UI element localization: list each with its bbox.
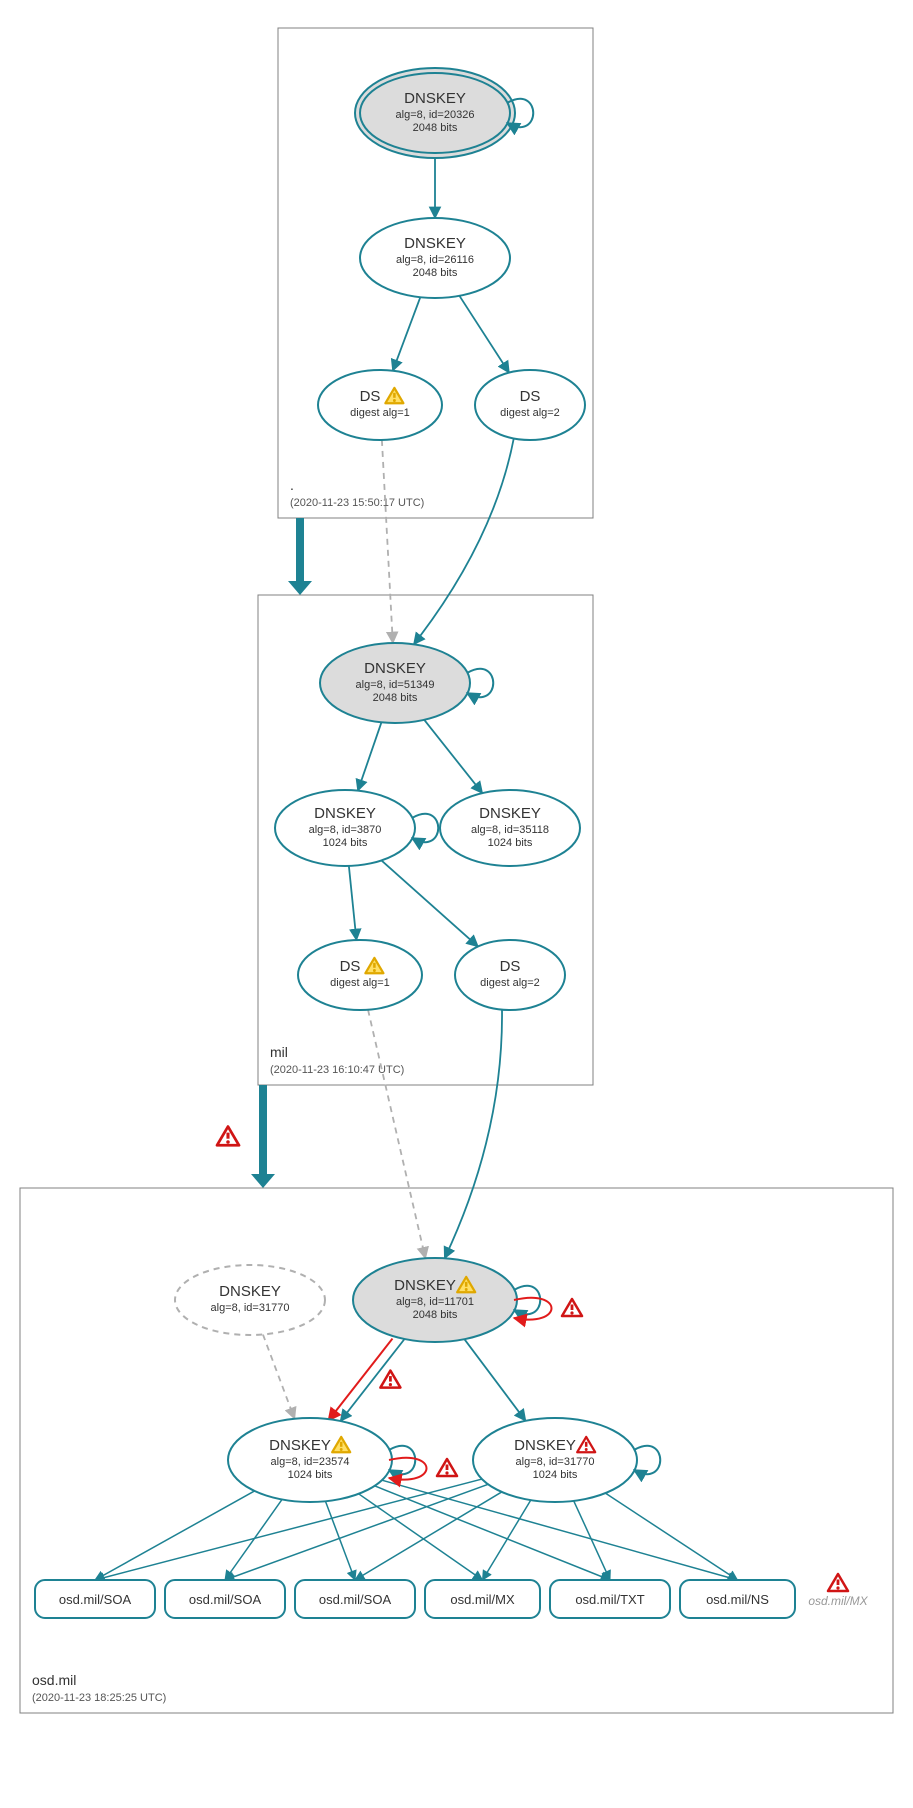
svg-text:alg=8, id=11701: alg=8, id=11701 — [396, 1296, 474, 1308]
svg-text:DNSKEY: DNSKEY — [394, 1277, 456, 1294]
node-mil_ksk: DNSKEY alg=8, id=513492048 bits — [320, 643, 493, 723]
svg-text:2048 bits: 2048 bits — [413, 122, 458, 134]
edge — [445, 1010, 502, 1259]
node-osd_zsk1: DNSKEY alg=8, id=235741024 bits — [228, 1418, 427, 1502]
svg-text:digest alg=1: digest alg=1 — [330, 977, 390, 989]
node-root_ds2: DS digest alg=2 — [475, 370, 585, 440]
svg-text:1024 bits: 1024 bits — [288, 1469, 333, 1481]
edge — [393, 297, 421, 371]
edge — [358, 722, 382, 790]
edge — [328, 1339, 392, 1421]
node-osd_zsk2: DNSKEY alg=8, id=317701024 bits — [473, 1418, 660, 1502]
ghost-record: osd.mil/MX — [808, 1594, 868, 1608]
node-mil_ds1: DS digest alg=1 — [298, 940, 422, 1010]
record-box: osd.mil/SOA — [165, 1580, 285, 1618]
svg-text:digest alg=2: digest alg=2 — [480, 977, 540, 989]
svg-text:osd.mil: osd.mil — [32, 1672, 76, 1688]
edge — [459, 296, 509, 373]
svg-text:DNSKEY: DNSKEY — [364, 660, 426, 677]
svg-text:DNSKEY: DNSKEY — [479, 805, 541, 822]
svg-text:(2020-11-23 16:10:47 UTC): (2020-11-23 16:10:47 UTC) — [270, 1064, 404, 1076]
svg-text:DS: DS — [520, 388, 541, 405]
edge — [368, 1010, 425, 1259]
svg-text:2048 bits: 2048 bits — [413, 267, 458, 279]
svg-text:osd.mil/NS: osd.mil/NS — [706, 1592, 769, 1607]
edge — [349, 866, 357, 940]
svg-text:(2020-11-23 18:25:25 UTC): (2020-11-23 18:25:25 UTC) — [32, 1692, 166, 1704]
record-box: osd.mil/SOA — [295, 1580, 415, 1618]
svg-text:alg=8, id=20326: alg=8, id=20326 — [396, 109, 475, 121]
node-osd_ghost: DNSKEY alg=8, id=31770 — [175, 1265, 325, 1335]
svg-text:osd.mil/TXT: osd.mil/TXT — [575, 1592, 644, 1607]
edge — [414, 438, 514, 644]
edge — [464, 1339, 525, 1421]
svg-text:alg=8, id=26116: alg=8, id=26116 — [396, 254, 474, 266]
svg-text:digest alg=2: digest alg=2 — [500, 407, 560, 419]
svg-text:DS: DS — [500, 958, 521, 975]
edge — [263, 1334, 295, 1418]
svg-text:alg=8, id=31770: alg=8, id=31770 — [211, 1302, 290, 1314]
svg-text:alg=8, id=23574: alg=8, id=23574 — [271, 1456, 350, 1468]
svg-text:osd.mil/SOA: osd.mil/SOA — [319, 1592, 392, 1607]
svg-text:2048 bits: 2048 bits — [373, 692, 418, 704]
svg-text:alg=8, id=3870: alg=8, id=3870 — [309, 824, 382, 836]
warning-red-icon — [437, 1459, 457, 1476]
svg-text:alg=8, id=35118: alg=8, id=35118 — [471, 824, 549, 836]
svg-text:DNSKEY: DNSKEY — [514, 1437, 576, 1454]
svg-text:alg=8, id=31770: alg=8, id=31770 — [516, 1456, 595, 1468]
edge — [424, 720, 482, 793]
self-loop-red — [514, 1298, 552, 1320]
svg-text:1024 bits: 1024 bits — [533, 1469, 578, 1481]
node-mil_zsk1: DNSKEY alg=8, id=38701024 bits — [275, 790, 438, 866]
svg-text:osd.mil/SOA: osd.mil/SOA — [189, 1592, 262, 1607]
edge — [381, 860, 478, 946]
edge — [382, 440, 393, 643]
svg-text:osd.mil/SOA: osd.mil/SOA — [59, 1592, 132, 1607]
node-mil_ds2: DS digest alg=2 — [455, 940, 565, 1010]
node-root_zsk: DNSKEY alg=8, id=261162048 bits — [360, 218, 510, 298]
node-mil_zsk2: DNSKEY alg=8, id=351181024 bits — [440, 790, 580, 866]
svg-text:DNSKEY: DNSKEY — [404, 235, 466, 252]
node-root_ksk: DNSKEY alg=8, id=203262048 bits — [355, 68, 533, 158]
svg-text:DNSKEY: DNSKEY — [269, 1437, 331, 1454]
svg-text:1024 bits: 1024 bits — [323, 837, 368, 849]
zone-arrow — [288, 518, 312, 595]
record-box: osd.mil/SOA — [35, 1580, 155, 1618]
self-loop-red — [389, 1458, 427, 1480]
record-box: osd.mil/MX — [425, 1580, 540, 1618]
svg-text:alg=8, id=51349: alg=8, id=51349 — [356, 679, 435, 691]
svg-text:digest alg=1: digest alg=1 — [350, 407, 410, 419]
svg-text:osd.mil/MX: osd.mil/MX — [450, 1592, 515, 1607]
warning-red-icon — [217, 1127, 239, 1146]
svg-text:DS: DS — [340, 958, 361, 975]
node-root_ds1: DS digest alg=1 — [318, 370, 442, 440]
warning-red-icon — [828, 1574, 848, 1591]
zone-arrow — [251, 1085, 275, 1188]
warning-red-icon — [562, 1299, 582, 1316]
svg-text:DNSKEY: DNSKEY — [219, 1283, 281, 1300]
svg-text:(2020-11-23 15:50:17 UTC): (2020-11-23 15:50:17 UTC) — [290, 497, 424, 509]
svg-text:mil: mil — [270, 1044, 288, 1060]
svg-text:DS: DS — [360, 388, 381, 405]
warning-red-icon — [380, 1371, 400, 1388]
record-box: osd.mil/NS — [680, 1580, 795, 1618]
svg-text:DNSKEY: DNSKEY — [404, 90, 466, 107]
record-box: osd.mil/TXT — [550, 1580, 670, 1618]
svg-text:1024 bits: 1024 bits — [488, 837, 533, 849]
svg-text:DNSKEY: DNSKEY — [314, 805, 376, 822]
svg-text:2048 bits: 2048 bits — [413, 1309, 458, 1321]
svg-text:.: . — [290, 477, 294, 493]
node-osd_ksk: DNSKEY alg=8, id=117012048 bits — [353, 1258, 552, 1342]
